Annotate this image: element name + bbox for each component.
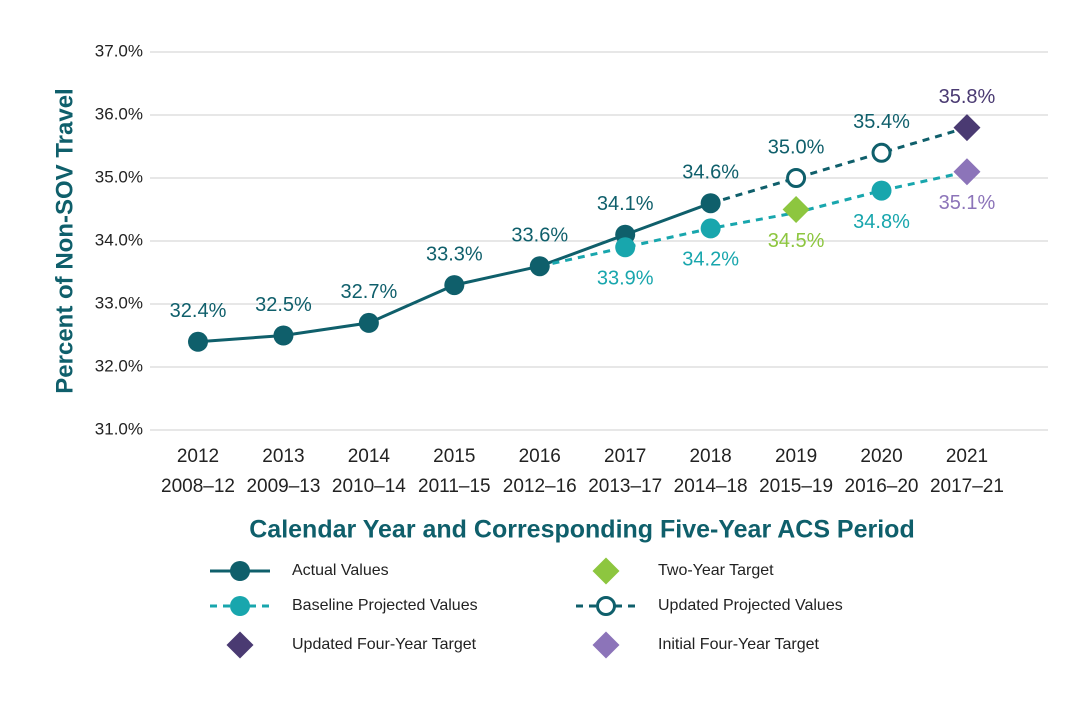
y-tick-label: 33.0% [95,293,143,312]
data-label: 33.3% [426,243,483,265]
y-tick-label: 31.0% [95,419,143,438]
x-tick-label: 2014 [348,446,391,467]
data-point [871,142,892,163]
x-tick-label: 2019 [775,446,817,467]
data-point [358,312,379,333]
data-label: 35.1% [939,192,996,214]
y-tick-label: 32.0% [95,356,143,375]
x-period-label: 2013–17 [588,476,662,497]
data-label: 34.8% [853,211,910,233]
x-period-label: 2008–12 [161,476,235,497]
data-point [953,114,981,142]
legend-label: Baseline Projected Values [292,597,478,614]
legend-marker [596,596,616,616]
data-label: 35.4% [853,111,910,133]
legend-marker [230,561,250,581]
x-tick-label: 2018 [689,446,731,467]
data-point [700,193,721,214]
data-point [786,168,807,188]
legend-marker [226,631,254,659]
data-point [700,218,721,239]
x-period-label: 2015–19 [759,476,833,497]
data-point [871,180,892,201]
series-line [539,170,968,268]
series-line [710,126,968,205]
legend-label: Actual Values [292,562,389,579]
data-label: 33.6% [511,224,568,246]
x-tick-label: 2020 [860,446,902,467]
y-tick-label: 37.0% [95,41,143,60]
data-label: 33.9% [597,268,654,290]
data-label: 34.5% [768,230,825,252]
data-point [529,256,550,277]
y-tick-label: 34.0% [95,230,143,249]
y-tick-label: 36.0% [95,104,143,123]
data-label: 32.5% [255,294,312,316]
x-tick-label: 2016 [519,446,561,467]
x-tick-label: 2015 [433,446,475,467]
x-tick-label: 2021 [946,446,988,467]
data-point [615,237,636,258]
data-point [444,275,465,296]
data-label: 34.1% [597,193,654,215]
legend-label: Updated Projected Values [658,597,843,614]
data-point [188,331,208,352]
x-period-label: 2010–14 [332,476,406,497]
x-period-label: 2011–15 [418,476,491,497]
x-axis-title: Calendar Year and Corresponding Five-Yea… [249,516,914,544]
data-label: 32.4% [170,300,227,322]
legend-label: Initial Four-Year Target [658,636,820,653]
x-tick-label: 2013 [262,446,304,467]
legend-label: Two-Year Target [658,562,774,579]
data-label: 34.2% [682,249,739,271]
x-period-label: 2016–20 [845,476,919,497]
x-tick-label: 2012 [177,446,219,467]
y-tick-label: 35.0% [95,167,143,186]
data-label: 35.0% [768,136,825,158]
data-label: 34.6% [682,161,739,183]
data-label: 35.8% [939,86,996,108]
x-period-label: 2009–13 [246,476,320,497]
x-period-label: 2012–16 [503,476,577,497]
legend-marker [592,631,620,659]
data-label: 32.7% [341,281,398,303]
x-tick-label: 2017 [604,446,646,467]
y-axis-title: Percent of Non-SOV Travel [51,88,78,393]
legend-marker [230,596,250,616]
data-point [953,158,981,186]
data-point [273,325,294,346]
legend-label: Updated Four-Year Target [292,636,477,653]
data-point [782,196,810,223]
x-period-label: 2017–21 [930,476,1004,497]
legend-marker [592,557,620,585]
x-period-label: 2014–18 [674,476,748,497]
